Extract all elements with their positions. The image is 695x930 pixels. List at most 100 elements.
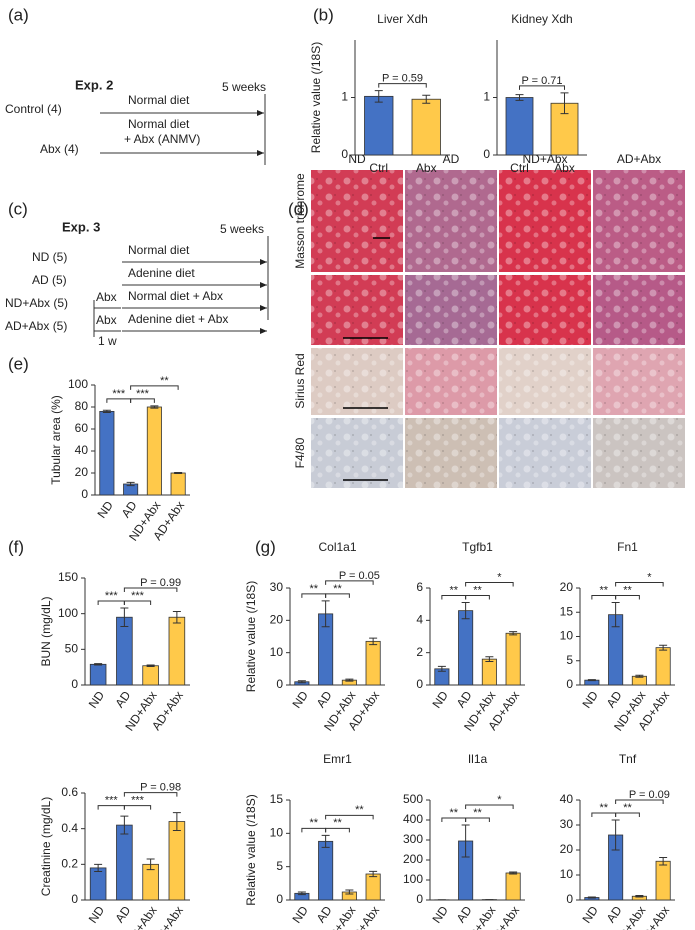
significance-bracket [123,600,152,605]
error-bar [509,871,518,875]
error-bar [369,870,378,878]
micrograph-texture [593,418,685,488]
micrograph-texture [405,170,497,272]
y-axis-label: Relative value (/18S) [244,794,258,905]
y-tick-label: 50 [65,642,79,656]
panel-label: (c) [8,199,28,218]
group-label: ND+Abx (5) [5,296,68,310]
significance-bracket [615,595,640,600]
y-tick-label: 20 [560,580,574,594]
significance-label: P = 0.71 [521,75,562,87]
x-tick-label: AD [314,688,335,710]
micrograph-texture [593,170,685,272]
x-tick-label: Abx [554,161,575,175]
error-bar [587,896,596,899]
significance-bracket [123,805,152,810]
y-tick-label: 20 [75,465,89,479]
x-tick-label: ND [580,688,602,711]
x-tick-label: ND [86,688,108,711]
bar [89,867,107,901]
y-tick-label: 1 [483,90,490,104]
significance-label: ** [333,817,342,829]
y-tick-label: 0 [416,892,423,906]
y-tick-label: 0 [71,677,78,691]
column-header: ND [348,152,366,166]
y-tick-label: 10 [270,826,284,840]
y-tick-label: 10 [560,629,574,643]
y-axis-label: Relative value (/18S) [244,581,258,692]
exp-title: Exp. 3 [62,219,100,234]
panel-label: (a) [8,5,29,24]
significance-bracket [615,812,640,817]
significance-bracket [130,398,155,403]
micrograph-texture [405,348,497,415]
row-label: Masson trichrome [293,173,307,269]
y-tick-label: 0 [566,892,573,906]
chart-title: Liver Xdh [377,12,428,26]
bar [481,658,497,686]
bar [170,472,186,496]
y-tick-label: 30 [560,817,574,831]
y-tick-label: 200 [403,852,423,866]
significance-bracket [325,593,350,598]
x-tick-label: AD [112,688,133,710]
treatment: Adenine diet + Abx [128,312,228,326]
column-header: AD+Abx [617,152,661,166]
significance-label: ** [355,804,364,816]
bar [116,824,133,901]
bar [458,610,474,686]
significance-label: ** [473,584,482,596]
x-tick-label: ND [430,903,452,926]
x-tick-label: ND [580,903,602,926]
bar [655,647,671,686]
column-header: ND+Abx [522,152,567,166]
x-tick-label: ND [290,903,312,926]
error-bar [509,631,518,636]
significance-label: P = 0.09 [629,789,670,801]
error-bar [297,891,306,896]
error-bar [515,94,524,101]
y-tick-label: 20 [270,613,284,627]
error-bar [560,92,569,115]
significance-label: ** [333,583,342,595]
duration: 5 weeks [222,80,266,94]
significance-bracket [123,587,178,592]
chart-title: Col1a1 [318,540,356,554]
micrograph-texture [593,275,685,345]
significance-label: *** [131,795,145,807]
error-bar [120,815,129,835]
group-label: Control (4) [5,102,62,116]
pretreatment: Abx [96,313,117,327]
error-bar [635,674,644,678]
chart-title: Tgfb1 [462,540,493,554]
significance-label: P = 0.05 [339,570,380,582]
chart-title: Fn1 [617,540,638,554]
y-tick-label: 2 [416,645,423,659]
error-bar [461,602,470,620]
error-bar [174,471,183,475]
error-bar [172,611,181,624]
pretreatment-duration: 1 w [98,334,117,348]
y-tick-label: 0 [416,677,423,691]
micrograph-texture [405,418,497,488]
significance-label: ** [623,584,632,596]
group-label: AD+Abx (5) [5,319,67,333]
y-tick-label: 400 [403,812,423,826]
bar [550,102,579,156]
significance-label: * [497,794,502,806]
significance-label: *** [112,388,126,400]
chart-title: Kidney Xdh [511,12,572,26]
error-bar [94,663,103,666]
treatment: Adenine diet [128,266,195,280]
y-tick-label: 6 [416,580,423,594]
pretreatment: Abx [96,290,117,304]
treatment: Normal diet + Abx [128,289,223,303]
y-tick-label: 15 [270,792,284,806]
y-tick-label: 100 [58,606,78,620]
error-bar [120,607,129,628]
y-tick-label: 300 [403,832,423,846]
significance-label: P = 0.99 [140,577,181,589]
error-bar [611,602,620,628]
y-axis-label: Tubular area (%) [49,395,63,485]
significance-bracket [325,827,350,833]
